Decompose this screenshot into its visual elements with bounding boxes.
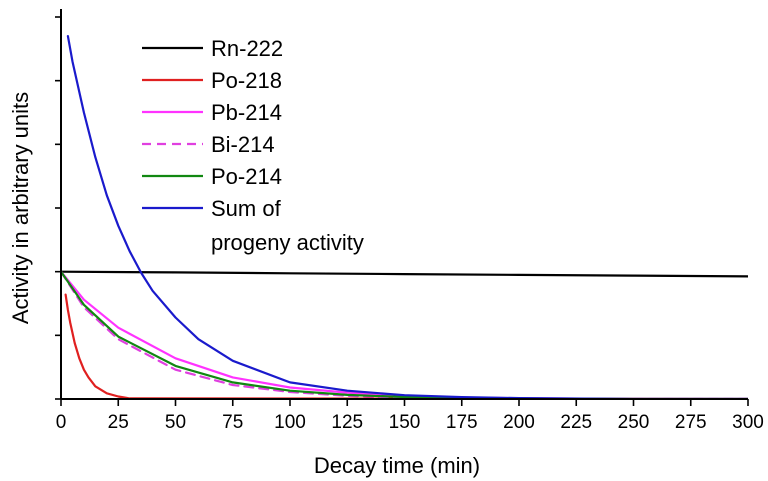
- x-tick-label: 150: [389, 412, 421, 433]
- legend-label: Rn-222: [211, 36, 283, 61]
- series-line-po-214: [61, 270, 748, 399]
- legend-label: Sum of: [211, 196, 282, 221]
- x-tick-label: 100: [274, 412, 306, 433]
- x-axis-label: Decay time (min): [314, 453, 480, 478]
- x-tick-label: 75: [222, 412, 243, 433]
- x-tick-label: 275: [675, 412, 707, 433]
- series-line-bi-214: [61, 270, 748, 399]
- series-line-pb-214: [61, 270, 748, 399]
- x-tick-label: 200: [503, 412, 535, 433]
- x-tick-label: 300: [732, 412, 764, 433]
- x-tick-labels: 0 25 50 75 100 125 150 175 200 225 250 275 300: [56, 412, 764, 433]
- x-tick-label: 0: [56, 412, 67, 433]
- x-tick-label: 175: [446, 412, 478, 433]
- legend-label: Pb-214: [211, 100, 282, 125]
- x-tick-label: 125: [331, 412, 363, 433]
- legend: Rn-222 Po-218 Pb-214 Bi-214 Po-214 Sum of prog…: [142, 36, 364, 255]
- series-line-sum-of-progeny-activity: [66, 35, 748, 399]
- legend-label: Po-214: [211, 164, 282, 189]
- y-axis-label: Activity in arbitrary units: [8, 92, 33, 324]
- legend-label: Bi-214: [211, 132, 275, 157]
- series-line-rn-222: [61, 270, 748, 278]
- legend-label: Po-218: [211, 68, 282, 93]
- x-tick-label: 250: [618, 412, 650, 433]
- plot-area: [61, 35, 748, 399]
- series-line-po-218: [64, 293, 748, 399]
- x-tick-label: 50: [165, 412, 186, 433]
- legend-label: progeny activity: [211, 230, 364, 255]
- axes: [55, 9, 749, 406]
- x-tick-label: 225: [560, 412, 592, 433]
- x-tick-label: 25: [108, 412, 129, 433]
